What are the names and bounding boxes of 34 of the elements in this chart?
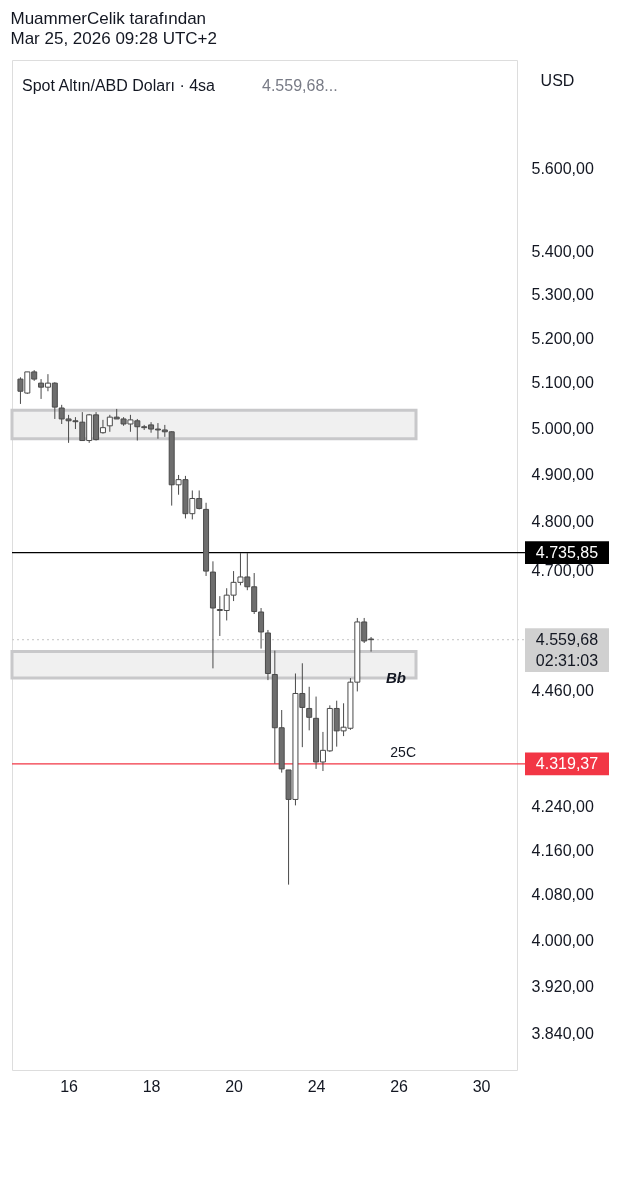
y-tick-label: 4.240,00: [531, 797, 594, 815]
y-tick-label: 5.200,00: [531, 329, 594, 347]
text: 02:31:03: [535, 651, 599, 669]
y-tick-label: 5.300,00: [531, 285, 594, 303]
y-tick-label: 4.160,00: [531, 841, 594, 859]
annotation: 4.559,68...: [262, 77, 338, 94]
x-tick-label: 16: [60, 1077, 79, 1095]
chart-subtitle: Mar 25, 2026 09:28 UTC+2: [10, 29, 217, 48]
y-tick-label: 4.700,00: [531, 561, 594, 579]
y-axis-title: USD: [540, 71, 575, 89]
y-tick-label: 4.800,00: [531, 513, 594, 531]
x-tick-label: 30: [472, 1077, 491, 1095]
ref-line-label: 4.319,37: [535, 754, 599, 772]
x-tick-label: 24: [307, 1077, 326, 1095]
x-tick-label: 26: [390, 1077, 409, 1095]
x-tick-label: 20: [225, 1077, 244, 1095]
y-tick-label: 3.840,00: [531, 1025, 594, 1043]
y-tick-label: 5.000,00: [531, 419, 594, 437]
y-tick-label: 4.900,00: [531, 465, 594, 483]
annotation: 25C: [390, 743, 416, 760]
ref-line-label: 4.735,85: [535, 543, 599, 561]
y-tick-label: 3.920,00: [531, 978, 594, 996]
candlestick: [306, 686, 313, 731]
y-tick-label: 5.600,00: [531, 159, 594, 177]
annotation: Spot Altın/ABD Doları · 4sa: [22, 77, 216, 94]
chart-title: MuammerCelik tarafından: [10, 9, 207, 28]
x-tick-label: 18: [142, 1077, 161, 1095]
y-tick-label: 5.100,00: [531, 374, 594, 392]
y-tick-label: 4.000,00: [531, 931, 594, 949]
y-tick-label: 4.460,00: [531, 681, 594, 699]
ref-line-label: 4.559,68: [535, 630, 599, 648]
band-label: Bb: [386, 669, 406, 687]
y-tick-label: 5.400,00: [531, 243, 594, 261]
y-tick-label: 4.080,00: [531, 886, 594, 904]
